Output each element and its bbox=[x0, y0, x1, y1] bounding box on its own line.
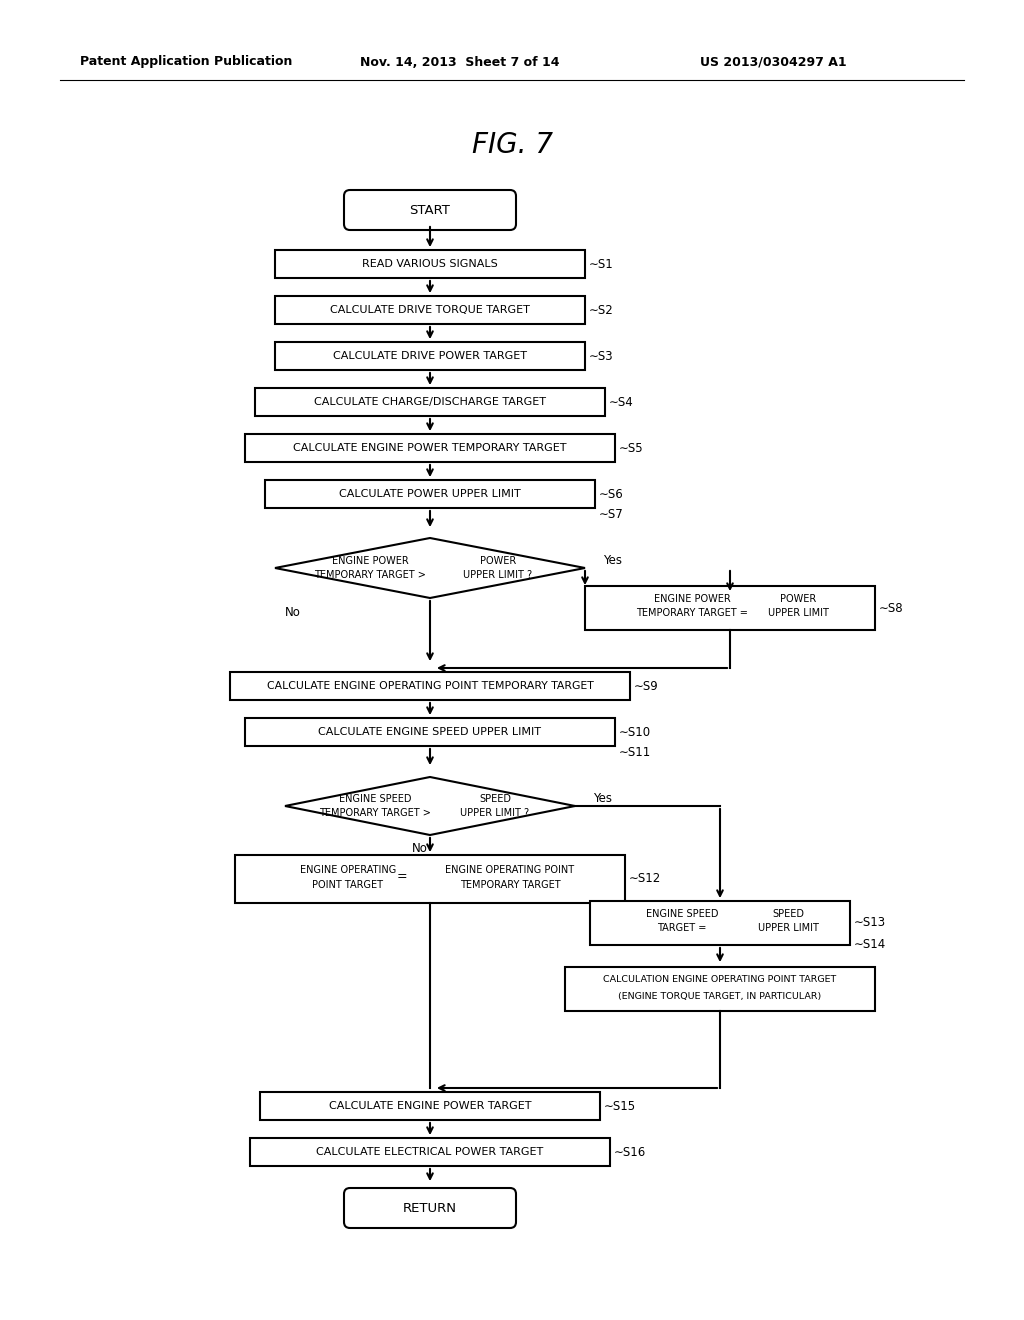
Text: SPEED: SPEED bbox=[772, 909, 804, 919]
Text: TEMPORARY TARGET: TEMPORARY TARGET bbox=[460, 880, 560, 890]
Text: UPPER LIMIT: UPPER LIMIT bbox=[768, 609, 828, 618]
Bar bbox=[234, 855, 625, 903]
Text: START: START bbox=[410, 203, 451, 216]
Text: ∼S10: ∼S10 bbox=[618, 726, 651, 738]
Text: ∼S13: ∼S13 bbox=[854, 916, 886, 929]
Text: ENGINE POWER: ENGINE POWER bbox=[332, 556, 409, 566]
Text: CALCULATE DRIVE POWER TARGET: CALCULATE DRIVE POWER TARGET bbox=[333, 351, 527, 360]
Text: UPPER LIMIT ?: UPPER LIMIT ? bbox=[461, 808, 529, 818]
Text: ∼S4: ∼S4 bbox=[609, 396, 634, 408]
Bar bbox=[255, 388, 605, 416]
Text: ∼S16: ∼S16 bbox=[614, 1146, 646, 1159]
Bar bbox=[565, 968, 874, 1011]
Text: CALCULATE ENGINE SPEED UPPER LIMIT: CALCULATE ENGINE SPEED UPPER LIMIT bbox=[318, 727, 542, 737]
Text: POWER: POWER bbox=[480, 556, 516, 566]
Text: POWER: POWER bbox=[780, 594, 816, 605]
Text: CALCULATE DRIVE TORQUE TARGET: CALCULATE DRIVE TORQUE TARGET bbox=[330, 305, 530, 315]
Text: No: No bbox=[412, 842, 428, 855]
Text: UPPER LIMIT ?: UPPER LIMIT ? bbox=[464, 570, 532, 579]
FancyBboxPatch shape bbox=[344, 190, 516, 230]
Text: TARGET =: TARGET = bbox=[657, 923, 707, 933]
Text: ∼S9: ∼S9 bbox=[634, 680, 658, 693]
Text: TEMPORARY TARGET >: TEMPORARY TARGET > bbox=[314, 570, 426, 579]
Bar bbox=[590, 902, 850, 945]
Bar bbox=[245, 434, 615, 462]
Text: No: No bbox=[285, 606, 301, 619]
Text: ENGINE POWER: ENGINE POWER bbox=[653, 594, 730, 605]
Text: ∼S7: ∼S7 bbox=[599, 507, 624, 520]
Text: ∼S11: ∼S11 bbox=[618, 746, 651, 759]
Text: ∼S12: ∼S12 bbox=[629, 873, 662, 886]
Text: CALCULATION ENGINE OPERATING POINT TARGET: CALCULATION ENGINE OPERATING POINT TARGE… bbox=[603, 975, 837, 985]
Bar bbox=[230, 672, 630, 700]
Bar bbox=[265, 480, 595, 508]
Bar bbox=[585, 586, 874, 630]
Text: CALCULATE POWER UPPER LIMIT: CALCULATE POWER UPPER LIMIT bbox=[339, 488, 521, 499]
Text: ENGINE OPERATING POINT: ENGINE OPERATING POINT bbox=[445, 865, 574, 875]
Text: Patent Application Publication: Patent Application Publication bbox=[80, 55, 293, 69]
Polygon shape bbox=[275, 539, 585, 598]
Text: ∼S8: ∼S8 bbox=[879, 602, 903, 615]
Text: READ VARIOUS SIGNALS: READ VARIOUS SIGNALS bbox=[362, 259, 498, 269]
Text: ENGINE SPEED: ENGINE SPEED bbox=[646, 909, 718, 919]
Bar bbox=[260, 1092, 600, 1119]
Text: ∼S1: ∼S1 bbox=[589, 257, 613, 271]
FancyBboxPatch shape bbox=[344, 1188, 516, 1228]
Text: ∼S14: ∼S14 bbox=[854, 939, 886, 952]
Bar bbox=[275, 249, 585, 279]
Text: ENGINE SPEED: ENGINE SPEED bbox=[339, 795, 412, 804]
Text: CALCULATE CHARGE/DISCHARGE TARGET: CALCULATE CHARGE/DISCHARGE TARGET bbox=[314, 397, 546, 407]
Text: ∼S15: ∼S15 bbox=[604, 1100, 636, 1113]
Text: SPEED: SPEED bbox=[479, 795, 511, 804]
Text: ENGINE OPERATING: ENGINE OPERATING bbox=[300, 865, 396, 875]
Bar bbox=[275, 342, 585, 370]
Text: POINT TARGET: POINT TARGET bbox=[312, 880, 384, 890]
Text: ∼S2: ∼S2 bbox=[589, 304, 613, 317]
Text: TEMPORARY TARGET >: TEMPORARY TARGET > bbox=[319, 808, 431, 818]
Polygon shape bbox=[285, 777, 575, 836]
Text: US 2013/0304297 A1: US 2013/0304297 A1 bbox=[700, 55, 847, 69]
Bar bbox=[275, 296, 585, 323]
Text: ∼S5: ∼S5 bbox=[618, 441, 644, 454]
Text: (ENGINE TORQUE TARGET, IN PARTICULAR): (ENGINE TORQUE TARGET, IN PARTICULAR) bbox=[618, 991, 821, 1001]
Text: Nov. 14, 2013  Sheet 7 of 14: Nov. 14, 2013 Sheet 7 of 14 bbox=[360, 55, 559, 69]
Text: UPPER LIMIT: UPPER LIMIT bbox=[758, 923, 818, 933]
Text: Yes: Yes bbox=[593, 792, 612, 804]
Bar bbox=[250, 1138, 610, 1166]
Text: CALCULATE ENGINE POWER TARGET: CALCULATE ENGINE POWER TARGET bbox=[329, 1101, 531, 1111]
Bar bbox=[245, 718, 615, 746]
Text: CALCULATE ELECTRICAL POWER TARGET: CALCULATE ELECTRICAL POWER TARGET bbox=[316, 1147, 544, 1158]
Text: Yes: Yes bbox=[603, 553, 622, 566]
Text: CALCULATE ENGINE POWER TEMPORARY TARGET: CALCULATE ENGINE POWER TEMPORARY TARGET bbox=[293, 444, 566, 453]
Text: FIG. 7: FIG. 7 bbox=[471, 131, 553, 158]
Text: ∼S6: ∼S6 bbox=[599, 487, 624, 500]
Text: CALCULATE ENGINE OPERATING POINT TEMPORARY TARGET: CALCULATE ENGINE OPERATING POINT TEMPORA… bbox=[266, 681, 593, 690]
Text: TEMPORARY TARGET =: TEMPORARY TARGET = bbox=[636, 609, 748, 618]
Text: =: = bbox=[396, 870, 408, 883]
Text: ∼S3: ∼S3 bbox=[589, 350, 613, 363]
Text: RETURN: RETURN bbox=[403, 1201, 457, 1214]
